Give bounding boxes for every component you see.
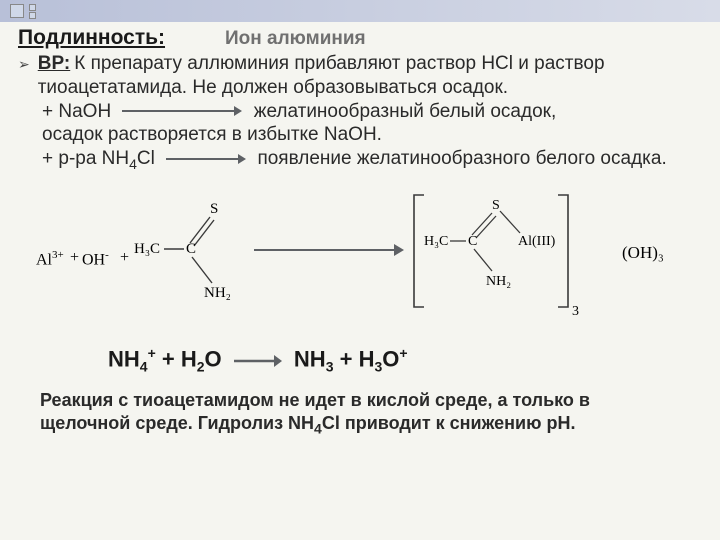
bp-block: ➢ ВР:К препарату аллюминия прибавляют ра… bbox=[18, 52, 702, 100]
svg-text:H₃C: H₃C bbox=[424, 234, 448, 249]
naoh-line: + NaOH желатинообразный белый осадок, bbox=[42, 100, 702, 124]
oh-label: OH- bbox=[82, 249, 109, 269]
svg-text:S: S bbox=[210, 201, 218, 217]
oh3-label: (OH)₃ bbox=[622, 243, 664, 263]
svg-text:Al(III): Al(III) bbox=[518, 234, 556, 249]
header-decoration bbox=[10, 4, 36, 19]
arrow-icon bbox=[116, 104, 248, 118]
slide-content: Подлинность: Ион алюминия ➢ ВР:К препара… bbox=[0, 22, 720, 442]
svg-text:C: C bbox=[468, 234, 477, 249]
bp-label: ВР: bbox=[38, 53, 70, 74]
nh4cl-cl: Cl bbox=[137, 148, 155, 169]
reaction-diagram: Al3+ + OH- + S H₃C C NH₂ S H₃C bbox=[66, 191, 702, 331]
nh4cl-sub: 4 bbox=[129, 156, 137, 172]
arrow-icon bbox=[228, 353, 288, 369]
title-authenticity: Подлинность: bbox=[18, 26, 165, 50]
dissolve-line: осадок растворяется в избытке NaOH. bbox=[42, 123, 702, 147]
reaction-arrow-icon bbox=[254, 241, 404, 259]
bp-text: ВР:К препарату аллюминия прибавляют раст… bbox=[38, 52, 702, 100]
al-label: Al3+ bbox=[36, 249, 64, 269]
slide-header bbox=[0, 0, 720, 22]
plus-label: + bbox=[70, 249, 79, 267]
title-ion: Ион алюминия bbox=[225, 28, 366, 50]
nh4cl-prefix: + р-ра NH bbox=[42, 148, 129, 169]
arrow-icon bbox=[160, 152, 252, 166]
thioacetamide-structure-1: S H₃C C NH₂ bbox=[134, 199, 244, 309]
naoh-suffix: желатинообразный белый осадок, bbox=[254, 101, 557, 122]
nh4cl-suffix: появление желатинообразного белого осадк… bbox=[257, 148, 666, 169]
product-structure: S H₃C C NH₂ Al(III) 3 bbox=[412, 189, 612, 321]
svg-text:H₃C: H₃C bbox=[134, 241, 160, 257]
svg-text:3: 3 bbox=[572, 304, 579, 319]
bullet-icon: ➢ bbox=[18, 56, 30, 73]
ammonium-equation: NH4+ + H2O NH3 + H3O+ bbox=[108, 345, 702, 375]
svg-text:NH₂: NH₂ bbox=[486, 274, 511, 289]
nh4cl-line: + р-ра NH4Cl появление желатинообразного… bbox=[42, 147, 702, 173]
naoh-prefix: + NaOH bbox=[42, 101, 111, 122]
plus2-label: + bbox=[120, 249, 129, 267]
title-row: Подлинность: Ион алюминия bbox=[18, 26, 702, 50]
svg-text:C: C bbox=[186, 241, 196, 257]
bp-para: К препарату аллюминия прибавляют раствор… bbox=[38, 53, 605, 98]
svg-text:NH₂: NH₂ bbox=[204, 285, 231, 301]
footnote-text: Реакция с тиоацетамидом не идет в кислой… bbox=[40, 389, 680, 438]
svg-text:S: S bbox=[492, 198, 500, 213]
